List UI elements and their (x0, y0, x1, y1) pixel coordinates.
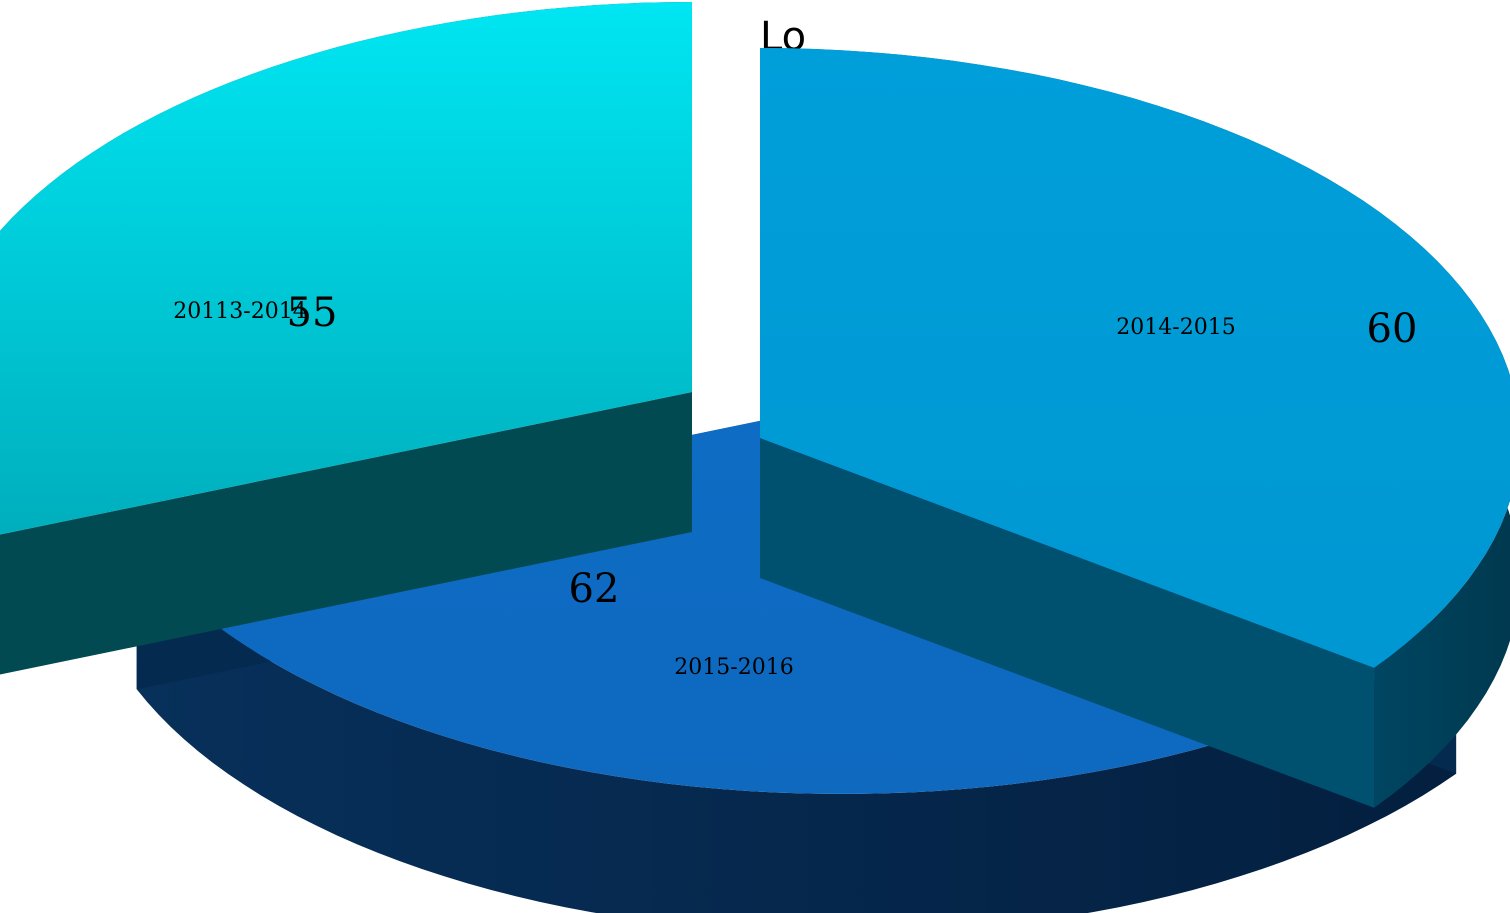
pie-slice-2015-2016 (760, 48, 1510, 808)
slice-wall (0, 392, 692, 675)
slice-top (760, 48, 1510, 668)
value-label: 55 (287, 290, 338, 336)
pie-slice-20113-2014 (0, 2, 692, 675)
slice-side (136, 549, 1457, 913)
value-label: 60 (1367, 306, 1418, 352)
category-label: 2015-2016 (674, 655, 793, 680)
category-label: 20113-2014 (173, 299, 306, 324)
slice-top (0, 2, 692, 535)
value-label: 62 (569, 566, 620, 612)
slice-wall (760, 438, 1375, 808)
category-label: 2014-2015 (1116, 315, 1235, 340)
